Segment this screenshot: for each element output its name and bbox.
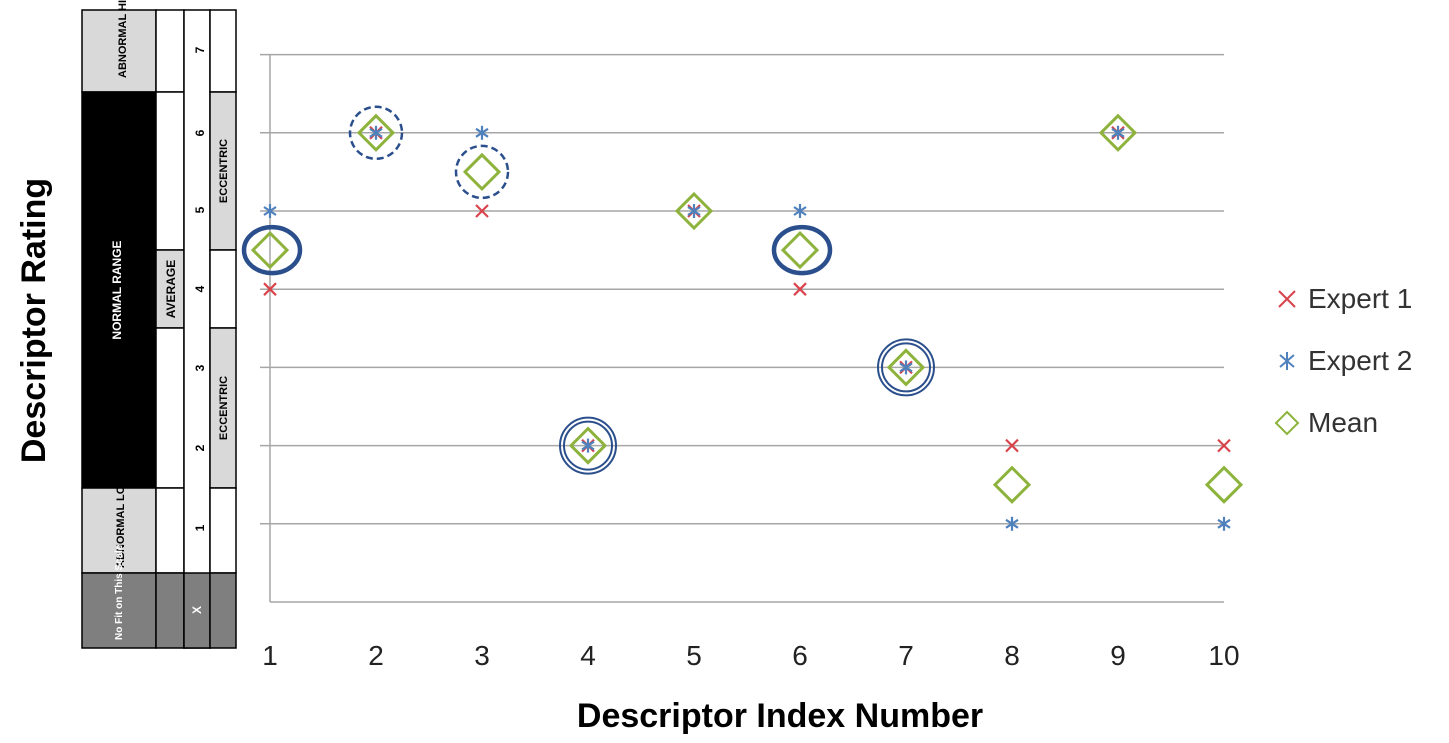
dashed-highlight-circle: [454, 144, 510, 200]
legend: Expert 1 Expert 2 Mean: [1272, 268, 1442, 454]
double-highlight-inner: [881, 342, 931, 393]
expert2-point: [687, 204, 701, 218]
y-axis-label-box: Descriptor Rating: [10, 140, 60, 500]
x-marker-icon: [1278, 290, 1296, 308]
legend-label-expert2: Expert 2: [1308, 345, 1413, 376]
expert1-point: [581, 438, 595, 453]
expert1-point: [1217, 438, 1231, 453]
nofit-label: No Fit on This Scale: [114, 544, 125, 640]
scale-number: 2: [193, 444, 207, 451]
legend-item-mean: Mean: [1272, 392, 1442, 454]
expert2-point: [899, 360, 913, 375]
rating-scale-table: ABNORMAL HIGH NORMAL RANGE ABNORMAL LOW …: [81, 0, 237, 649]
expert2-point: [475, 125, 489, 140]
eccentric-low-cell: [209, 327, 237, 489]
scale-number: 4: [193, 285, 207, 292]
abnormal-high-cell: [81, 9, 157, 93]
scale-number: 6: [193, 129, 207, 136]
mean-point: [780, 230, 820, 270]
y-axis-label: Descriptor Rating: [15, 177, 54, 463]
eccentric-high-label: ECCENTRIC: [218, 139, 230, 203]
mean-point: [462, 152, 502, 192]
scale-number: 7: [193, 46, 207, 53]
expert1-point: [369, 126, 383, 140]
x-tick-label: 6: [792, 640, 808, 671]
mean-point: [356, 113, 396, 152]
scale-number: 3: [193, 364, 207, 371]
x-tick-label: 2: [368, 640, 384, 671]
expert1-point: [1005, 438, 1019, 453]
expert2-point: [793, 204, 807, 218]
normal-range-label: NORMAL RANGE: [110, 240, 124, 339]
scale-numbers: 7 6 5 4 3 2 1: [193, 46, 207, 531]
asterisk-marker-icon: [1279, 352, 1295, 370]
abnormal-low-cell: [81, 487, 157, 574]
x-tick-label: 4: [580, 640, 596, 671]
mean-point: [1204, 465, 1244, 504]
diamond-marker-icon: [1274, 410, 1300, 436]
mean-point: [250, 230, 290, 270]
highlight-annotations: [241, 105, 935, 475]
expert1-point: [263, 282, 277, 296]
mean-point: [992, 465, 1032, 504]
x-tick-labels: 1 2 3 4 5 6 7 8 9 10: [262, 640, 1239, 671]
expert2-point: [263, 204, 277, 218]
normal-range-cell: [81, 91, 157, 489]
data-points: [250, 113, 1244, 531]
no-fit-x-mark: X: [190, 606, 204, 614]
x-tick-label: 1: [262, 640, 278, 671]
expert2-point: [1005, 516, 1019, 531]
dashed-highlight-circle: [348, 105, 404, 161]
legend-label-expert1: Expert 1: [1308, 283, 1413, 314]
average-label: AVERAGE: [164, 260, 178, 318]
expert1-point: [475, 204, 489, 218]
gridlines: [260, 53, 1224, 603]
scale-number: 5: [193, 206, 207, 213]
double-highlight-inner: [563, 420, 613, 471]
expert2-point: [581, 438, 595, 453]
expert2-point: [369, 125, 383, 140]
legend-item-expert2: Expert 2: [1272, 330, 1442, 392]
scale-number: 1: [193, 524, 207, 531]
x-tick-label: 5: [686, 640, 702, 671]
expert2-point: [1217, 516, 1231, 531]
expert1-point: [1111, 126, 1125, 140]
double-highlight-outer: [877, 338, 935, 397]
expert2-point: [1111, 125, 1125, 140]
double-highlight-outer: [559, 416, 617, 475]
abnormal-low-label: ABNORMAL LOW: [115, 475, 127, 568]
bold-highlight-ellipse: [241, 224, 303, 276]
expert1-point: [687, 204, 701, 218]
legend-label-mean: Mean: [1308, 407, 1379, 438]
abnormal-high-label: ABNORMAL HIGH: [117, 0, 129, 78]
mean-point: [674, 191, 714, 231]
mean-point: [568, 426, 608, 465]
x-tick-label: 7: [898, 640, 914, 671]
mean-point: [886, 348, 926, 387]
bold-highlight-ellipse: [771, 224, 833, 276]
x-tick-label: 8: [1004, 640, 1020, 671]
mean-point: [1098, 113, 1138, 152]
x-axis-label: Descriptor Index Number: [576, 697, 984, 735]
legend-item-expert1: Expert 1: [1272, 268, 1442, 330]
x-tick-label: 10: [1208, 640, 1239, 671]
eccentric-low-label: ECCENTRIC: [218, 376, 230, 440]
x-tick-label: 3: [474, 640, 490, 671]
expert1-point: [899, 360, 913, 375]
x-tick-label: 9: [1110, 640, 1126, 671]
expert1-point: [793, 282, 807, 296]
